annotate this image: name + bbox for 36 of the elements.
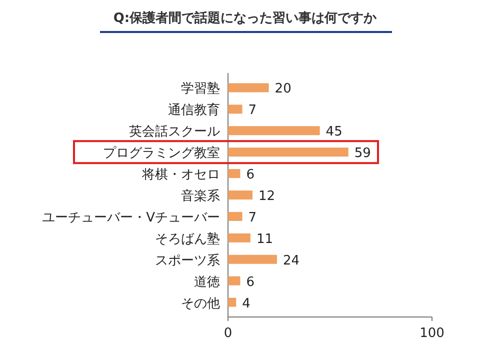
bar	[228, 126, 320, 136]
data-label: 6	[246, 274, 255, 290]
bar	[228, 212, 242, 221]
y-tick-label: 英会話スクール	[129, 124, 220, 140]
y-tick-label: そろばん塾	[155, 232, 220, 247]
x-tick-label: 100	[420, 326, 444, 341]
bar	[228, 104, 242, 114]
y-tick-label: その他	[181, 296, 220, 312]
y-tick-label: 将棋・オセロ	[141, 168, 220, 183]
bar	[228, 148, 348, 157]
y-tick-label: 学習塾	[181, 82, 220, 97]
y-tick-label: 道徳	[194, 274, 220, 290]
bar	[228, 233, 250, 242]
y-tick-label: 通信教育	[168, 102, 220, 118]
bar	[228, 190, 252, 200]
data-label: 24	[282, 253, 300, 268]
x-tick-label: 0	[224, 326, 232, 341]
data-label: 59	[354, 146, 371, 162]
data-label: 20	[274, 82, 292, 97]
data-label: 11	[256, 232, 273, 247]
y-tick-label: プログラミング教室	[103, 145, 220, 162]
data-label: 4	[242, 296, 250, 312]
bar	[228, 83, 269, 92]
data-label: 7	[248, 103, 257, 118]
bar	[228, 276, 240, 286]
chart-title: Q:保護者間で話題になった習い事は何ですか	[113, 10, 378, 26]
data-label: 45	[326, 124, 342, 140]
bar	[228, 169, 240, 178]
y-tick-label: スポーツ系	[155, 253, 220, 268]
bar	[228, 254, 277, 264]
bar	[228, 298, 236, 307]
data-label: 7	[248, 210, 257, 226]
y-tick-label: 音楽系	[181, 189, 220, 204]
y-tick-label: ユーチューバー・Vチューバー	[42, 210, 220, 226]
data-label: 6	[246, 168, 255, 183]
data-label: 12	[258, 189, 276, 204]
